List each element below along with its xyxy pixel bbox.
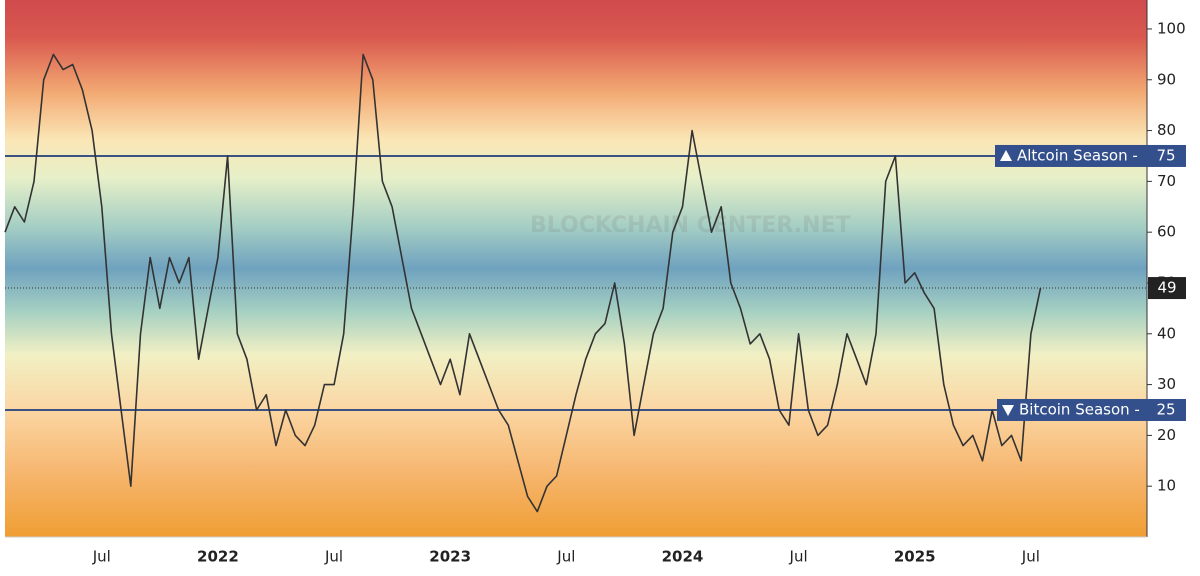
x-tick-label: 2022 xyxy=(197,548,239,566)
season-value: 25 xyxy=(1156,400,1175,418)
y-tick-label: 40 xyxy=(1157,324,1176,342)
y-tick-label: 80 xyxy=(1157,121,1176,139)
y-tick-label: 10 xyxy=(1157,477,1176,495)
x-tick-label: Jul xyxy=(1021,548,1040,566)
y-tick-label: 70 xyxy=(1157,172,1176,190)
season-box xyxy=(997,398,1186,421)
watermark: BLOCKCHAIN CENTER.NET xyxy=(530,213,851,238)
current-value-label: 49 xyxy=(1157,279,1176,297)
current-value-box xyxy=(1148,277,1186,300)
index-line xyxy=(4,53,1042,513)
season-label: Bitcoin Season - xyxy=(1019,400,1140,418)
y-tick-label: 30 xyxy=(1157,375,1176,393)
x-tick-label: 2023 xyxy=(429,548,471,566)
x-tick-label: 2024 xyxy=(662,548,704,566)
x-tick-label: Jul xyxy=(324,548,343,566)
x-tick-label: 2025 xyxy=(894,548,936,566)
y-tick-label: 20 xyxy=(1157,426,1176,444)
season-value: 75 xyxy=(1156,146,1175,164)
x-tick-label: Jul xyxy=(556,548,575,566)
x-tick-label: Jul xyxy=(789,548,808,566)
y-tick-label: 60 xyxy=(1157,223,1176,241)
season-arrow xyxy=(1000,149,1012,161)
season-box xyxy=(995,144,1186,167)
season-arrow xyxy=(1002,404,1014,416)
y-tick-label: 90 xyxy=(1157,70,1176,88)
x-tick-label: Jul xyxy=(92,548,111,566)
plot-background xyxy=(5,0,1147,537)
y-tick-label: 100 xyxy=(1157,19,1186,37)
season-label: Altcoin Season - xyxy=(1017,146,1138,164)
